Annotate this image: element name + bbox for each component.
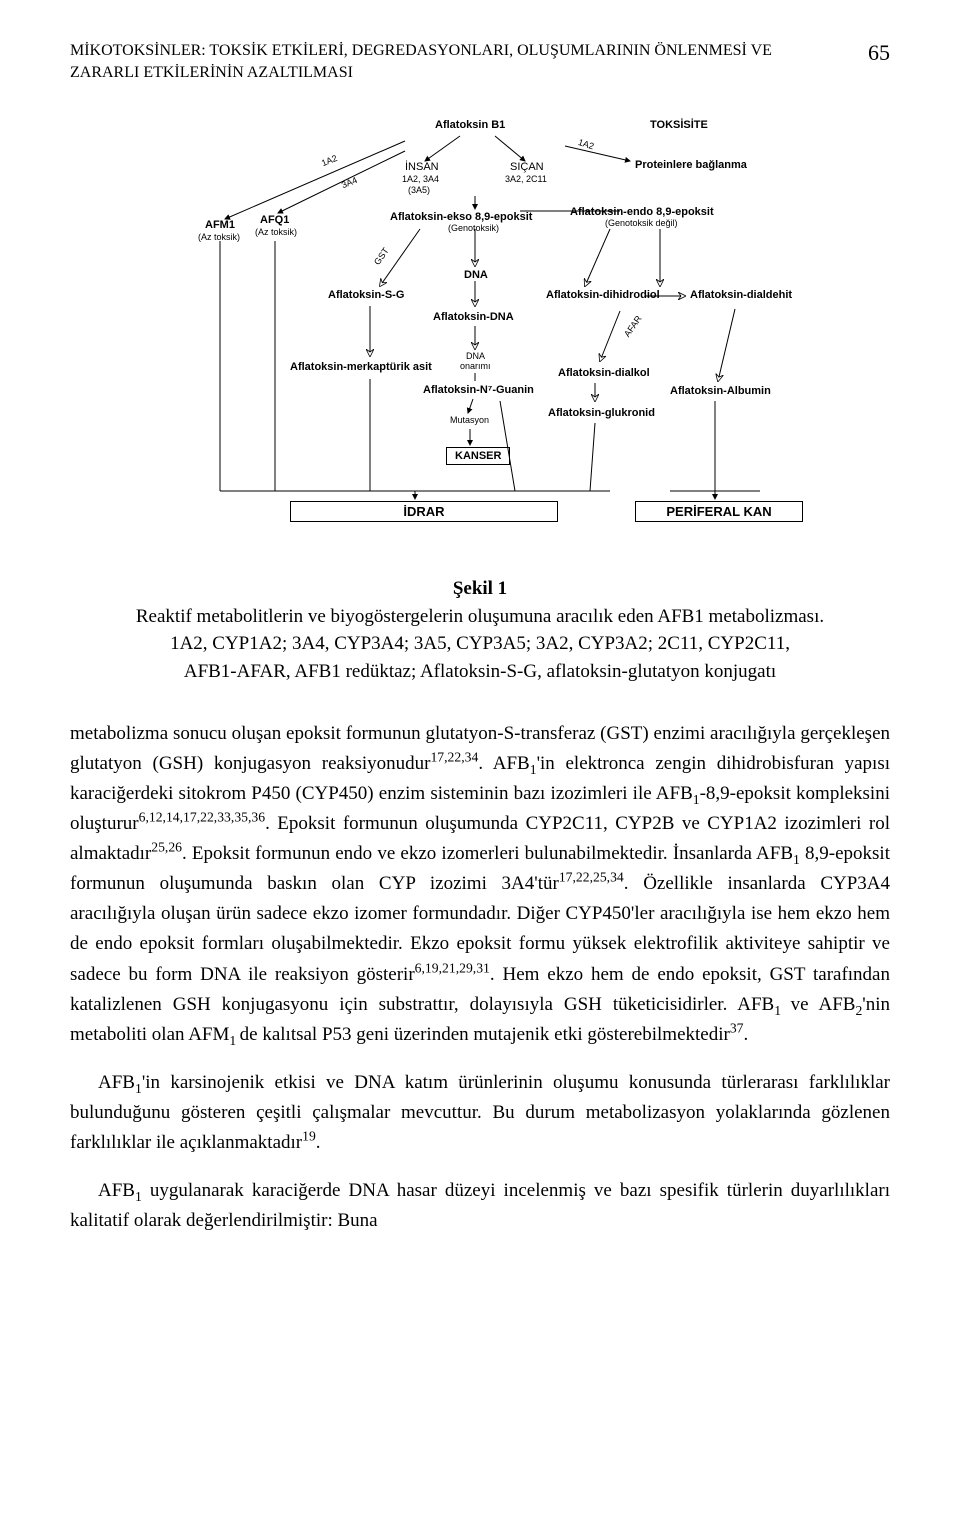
p2-sup1: 19 xyxy=(302,1128,316,1143)
lbl-afq1: AFQ1 xyxy=(260,214,289,226)
p2-c: . xyxy=(316,1132,321,1153)
p1-sup4: 17,22,25,34 xyxy=(559,870,624,885)
lbl-dna: DNA xyxy=(464,269,488,281)
lbl-periferal: PERİFERAL KAN xyxy=(635,501,803,522)
paragraph-3: AFB1 uygulanarak karaciğerde DNA hasar d… xyxy=(70,1176,890,1236)
running-header: MİKOTOKSİNLER: TOKSİK ETKİLERİ, DEGREDAS… xyxy=(70,40,890,83)
lbl-dna-on1: DNA xyxy=(466,351,485,361)
lbl-ekso: Aflatoksin-ekso 8,9-epoksit xyxy=(390,211,532,223)
p2-sub1: 1 xyxy=(135,1080,142,1095)
lbl-n7: Aflatoksin-N⁷-Guanin xyxy=(423,384,534,396)
p1-f: . Epoksit formunun endo ve ekzo izomerle… xyxy=(182,843,793,864)
lbl-sican-sub: 3A2, 2C11 xyxy=(505,174,547,184)
p1-sup2: 6,12,14,17,22,33,35,36 xyxy=(139,810,265,825)
p2-b: 'in karsinojenik etkisi ve DNA katım ürü… xyxy=(70,1072,890,1153)
p1-sub3: 1 xyxy=(793,852,800,867)
header-title-line2: ZARARLI ETKİLERİNİN AZALTILMASI xyxy=(70,64,353,81)
p1-j: ve AFB xyxy=(791,994,856,1015)
lbl-endo-sub: (Genotoksik değil) xyxy=(605,218,678,228)
p1-sup3: 25,26 xyxy=(151,840,182,855)
lbl-sican: SIÇAN xyxy=(510,161,544,173)
lbl-insan-sub: 1A2, 3A4 xyxy=(402,174,439,184)
caption-line2: 1A2, CYP1A2; 3A4, CYP3A4; 3A5, CYP3A5; 3… xyxy=(170,633,790,654)
lbl-aflatoksin-b1: Aflatoksin B1 xyxy=(435,119,505,131)
lbl-merkapturik: Aflatoksin-merkaptürik asit xyxy=(290,361,432,373)
paragraph-2: AFB1'in karsinojenik etkisi ve DNA katım… xyxy=(70,1068,890,1158)
lbl-glukronid: Aflatoksin-glukronid xyxy=(548,407,655,419)
lbl-insan: İNSAN xyxy=(405,161,439,173)
paragraph-1: metabolizma sonucu oluşan epoksit formun… xyxy=(70,719,890,1049)
figure-1: Aflatoksin B1 TOKSİSİTE İNSAN 1A2, 3A4 (… xyxy=(170,101,790,561)
lbl-albumin: Aflatoksin-Albumin xyxy=(670,385,771,397)
p1-b: . AFB xyxy=(478,753,529,774)
lbl-adna: Aflatoksin-DNA xyxy=(433,311,514,323)
lbl-dialkol: Aflatoksin-dialkol xyxy=(558,367,650,379)
p1-sub4: 1 xyxy=(774,1002,790,1017)
lbl-mutasyon: Mutasyon xyxy=(450,415,489,425)
p1-sub1: 1 xyxy=(530,762,537,777)
p3-b: uygulanarak karaciğerde DNA hasar düzeyi… xyxy=(70,1180,890,1231)
lbl-dihidrodiol: Aflatoksin-dihidrodiol xyxy=(546,289,660,301)
header-title: MİKOTOKSİNLER: TOKSİK ETKİLERİ, DEGREDAS… xyxy=(70,40,772,83)
lbl-sg: Aflatoksin-S-G xyxy=(328,289,404,301)
page-container: MİKOTOKSİNLER: TOKSİK ETKİLERİ, DEGREDAS… xyxy=(0,0,960,1314)
caption-line3: AFB1-AFAR, AFB1 redüktaz; Aflatoksin-S-G… xyxy=(184,661,776,682)
p1-sub2: 1 xyxy=(693,792,700,807)
lbl-dialdehit: Aflatoksin-dialdehit xyxy=(690,289,792,301)
lbl-idrar: İDRAR xyxy=(290,501,558,522)
caption-title: Şekil 1 xyxy=(453,578,507,599)
header-title-line1: MİKOTOKSİNLER: TOKSİK ETKİLERİ, DEGREDAS… xyxy=(70,42,772,59)
lbl-afm1-sub: (Az toksik) xyxy=(198,232,240,242)
lbl-afq1-sub: (Az toksik) xyxy=(255,227,297,237)
lbl-dna-on2: onarımı xyxy=(460,361,491,371)
p1-sup6: 37 xyxy=(730,1020,744,1035)
lbl-kanser: KANSER xyxy=(446,447,510,465)
lbl-ekso-sub: (Genotoksik) xyxy=(448,223,499,233)
page-number: 65 xyxy=(840,40,890,66)
p3-a: AFB xyxy=(98,1180,135,1201)
p2-a: AFB xyxy=(98,1072,135,1093)
lbl-afm1: AFM1 xyxy=(205,219,235,231)
caption-line1: Reaktif metabolitlerin ve biyogöstergele… xyxy=(136,606,824,627)
lbl-endo: Aflatoksin-endo 8,9-epoksit xyxy=(570,206,714,218)
lbl-toksisite: TOKSİSİTE xyxy=(650,119,708,131)
lbl-insan-sub2: (3A5) xyxy=(408,185,430,195)
p3-sub1: 1 xyxy=(135,1188,142,1203)
p1-l: de kalıtsal P53 geni üzerinden mutajenik… xyxy=(240,1024,730,1045)
p1-sup5: 6,19,21,29,31 xyxy=(415,960,490,975)
p1-m: . xyxy=(744,1024,749,1045)
lbl-proteinlere: Proteinlere bağlanma xyxy=(635,159,747,171)
figure-caption: Şekil 1 Reaktif metabolitlerin ve biyogö… xyxy=(70,575,890,685)
p1-sub6: 1 xyxy=(229,1032,239,1047)
p1-sup1: 17,22,34 xyxy=(430,750,478,765)
